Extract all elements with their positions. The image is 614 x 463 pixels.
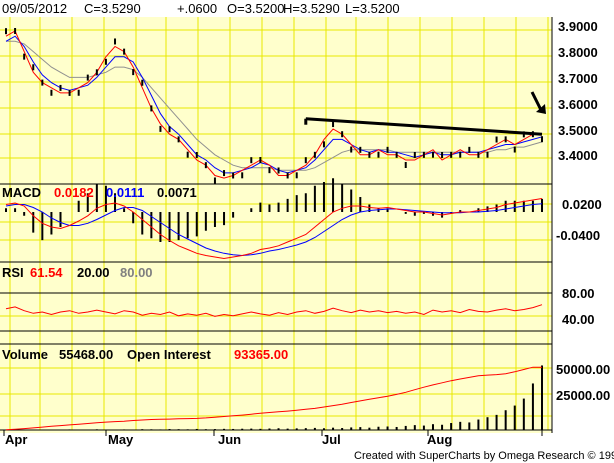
rsi-panel <box>5 304 543 317</box>
grid-lines <box>0 17 552 430</box>
rsi-high: 80.00 <box>120 265 153 280</box>
credit-text: Created with SuperCharts by Omega Resear… <box>354 450 614 462</box>
volume-value: 55468.00 <box>59 347 113 362</box>
macd-tick-0-0200: 0.0200 <box>562 197 602 212</box>
open-interest-label: Open Interest <box>127 347 211 362</box>
header-open: O=3.5200 <box>227 1 284 16</box>
month-aug: Aug <box>427 432 452 447</box>
volume-label: Volume <box>2 347 48 362</box>
month-apr: Apr <box>5 432 27 447</box>
price-fast-ma-line <box>5 30 542 179</box>
open-interest-value: 93365.00 <box>234 347 288 362</box>
header-change: +.0600 <box>177 1 217 16</box>
macd-signal-value: 0.0111 <box>106 185 144 200</box>
macd-panel <box>5 178 543 260</box>
rsi-line <box>5 304 543 317</box>
macd-hist-value: 0.0071 <box>157 185 197 200</box>
macd-tick-neg-0-0400: -0.0400 <box>556 228 600 243</box>
header-date: 09/05/2012 <box>2 1 67 16</box>
month-ticks <box>3 430 543 436</box>
macd-line <box>5 198 543 260</box>
macd-label: MACD <box>2 185 41 200</box>
month-jul: Jul <box>322 432 341 447</box>
month-jun: Jun <box>218 432 241 447</box>
trendline <box>305 117 543 136</box>
header-close: C=3.5290 <box>84 1 141 16</box>
header-high: H=3.5290 <box>283 1 340 16</box>
rsi-tick-80: 80.00 <box>562 286 595 301</box>
plot-area-background <box>0 17 552 433</box>
price-tick-3-5000: 3.5000 <box>558 123 598 138</box>
price-tick-3-8000: 3.8000 <box>558 45 598 60</box>
price-tick-3-9000: 3.9000 <box>558 19 598 34</box>
rsi-low: 20.00 <box>77 265 110 280</box>
volume-tick-50000: 50000.00 <box>556 362 610 377</box>
price-panel <box>5 28 546 184</box>
rsi-tick-40: 40.00 <box>562 312 595 327</box>
price-tick-3-4000: 3.4000 <box>558 148 598 163</box>
rsi-label: RSI <box>2 265 24 280</box>
macd-value: 0.0182 <box>54 185 94 200</box>
open-interest-line <box>5 366 542 431</box>
rsi-value: 61.54 <box>30 265 63 280</box>
volume-tick-25000: 25000.00 <box>556 388 610 403</box>
price-tick-3-6000: 3.6000 <box>558 97 598 112</box>
price-slow-ma-line <box>6 40 543 171</box>
header-low: L=3.5200 <box>345 1 400 16</box>
arrow-head <box>536 104 546 114</box>
volume-panel <box>5 365 543 431</box>
month-may: May <box>108 432 134 447</box>
price-tick-3-7000: 3.7000 <box>558 71 598 86</box>
